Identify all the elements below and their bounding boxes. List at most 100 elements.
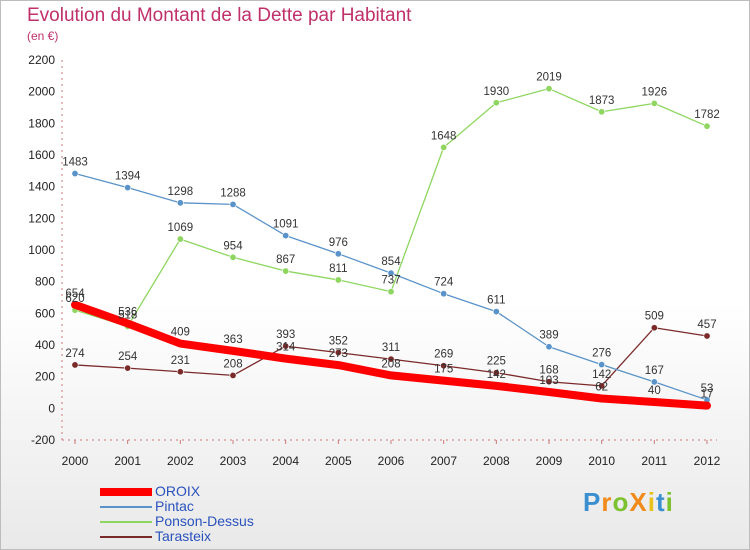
x-tick-label: 2004 [272, 454, 299, 468]
data-point [282, 342, 290, 350]
data-label: 409 [171, 327, 190, 339]
data-point [703, 332, 711, 340]
data-label: 231 [171, 355, 190, 367]
data-label: 274 [65, 348, 85, 360]
data-label: 389 [539, 330, 558, 342]
y-tick-label: 600 [35, 306, 55, 320]
data-point [282, 267, 290, 275]
x-tick-label: 2007 [430, 454, 457, 468]
data-point [124, 364, 132, 372]
data-point [650, 99, 658, 107]
y-tick-label: 1400 [28, 180, 55, 194]
data-label: 2019 [536, 72, 562, 84]
data-label: 352 [329, 336, 348, 348]
y-tick-label: 2200 [28, 53, 55, 67]
data-point [71, 170, 79, 178]
legend-label: Pintac [155, 498, 194, 514]
x-tick-label: 2011 [641, 454, 667, 468]
data-label: 811 [329, 263, 347, 275]
data-label: 954 [223, 240, 243, 252]
x-tick-label: 2005 [325, 454, 352, 468]
data-point [598, 108, 606, 116]
data-label: 62 [595, 382, 608, 394]
y-tick-label: 800 [35, 275, 55, 289]
x-tick-label: 2008 [483, 454, 510, 468]
data-point [334, 250, 342, 258]
data-label: 724 [434, 277, 454, 289]
data-point [282, 232, 290, 240]
data-label: 976 [329, 237, 348, 249]
data-point [598, 382, 606, 390]
legend-swatch [100, 520, 152, 523]
data-point [650, 324, 658, 332]
data-point [545, 343, 553, 351]
x-tick-label: 2009 [536, 454, 563, 468]
data-point [598, 361, 606, 369]
data-point [440, 290, 448, 298]
data-point [229, 371, 237, 379]
y-tick-label: 1000 [28, 243, 55, 257]
y-tick-label: 1600 [28, 148, 55, 162]
x-tick-label: 2010 [588, 454, 615, 468]
series-line-oroix [71, 300, 711, 410]
data-label: 254 [118, 351, 138, 363]
y-tick-label: 400 [35, 338, 55, 352]
data-label: 269 [434, 349, 453, 361]
data-label: 167 [645, 365, 664, 377]
legend-swatch [100, 487, 152, 496]
data-label: 53 [701, 383, 714, 395]
data-point [440, 143, 448, 151]
data-label: 611 [487, 295, 505, 307]
data-label: 363 [223, 334, 242, 346]
series-layer [71, 85, 711, 410]
data-label: 536 [118, 306, 137, 318]
data-point [176, 235, 184, 243]
legend-swatch [100, 505, 152, 508]
data-point [387, 288, 395, 296]
data-point [124, 184, 132, 192]
data-label: 620 [65, 293, 84, 305]
data-label: 1069 [168, 222, 194, 234]
axes: -200 0 200 400 600 800 1000 1200 1400 1600 1800 200… [28, 53, 720, 468]
data-label: 1926 [642, 86, 668, 98]
x-tick-label: 2000 [62, 454, 89, 468]
data-label: 17 [701, 389, 714, 401]
data-point [176, 368, 184, 376]
data-label: 142 [592, 369, 611, 381]
data-point [440, 362, 448, 370]
data-labels-layer: 274 254 231 208 393 352 311 269 225 168 142 509 457 6… [62, 72, 720, 401]
y-tick-label: 200 [35, 370, 55, 384]
data-point [492, 369, 500, 377]
data-label: 276 [592, 348, 611, 360]
y-tick-label: -200 [31, 433, 55, 447]
data-label: 311 [382, 342, 400, 354]
data-label: 854 [381, 256, 401, 268]
data-point [229, 253, 237, 261]
chart-unit: (en €) [27, 29, 59, 43]
legend-label: Tarasteix [155, 528, 212, 544]
data-label: 40 [648, 385, 661, 397]
data-label: 1288 [220, 187, 246, 199]
x-tick-label: 2003 [220, 454, 247, 468]
x-tick-label: 2006 [378, 454, 405, 468]
data-label: 1648 [431, 130, 457, 142]
data-label: 314 [276, 342, 296, 354]
data-point [545, 378, 553, 386]
x-tick-label: 2012 [694, 454, 721, 468]
data-label: 654 [65, 288, 85, 300]
chart-title: Evolution du Montant de la Dette par Hab… [27, 5, 412, 26]
data-label: 457 [697, 319, 716, 331]
data-label: 1873 [589, 95, 615, 107]
data-point [387, 355, 395, 363]
data-point [229, 200, 237, 208]
data-label: 225 [487, 356, 506, 368]
data-point [492, 308, 500, 316]
data-label: 208 [223, 358, 242, 370]
data-label: 1782 [694, 109, 720, 121]
data-point [334, 276, 342, 284]
data-point [545, 85, 553, 93]
proxiti-logo: ProXiti [583, 487, 674, 517]
legend-swatch [100, 535, 152, 538]
